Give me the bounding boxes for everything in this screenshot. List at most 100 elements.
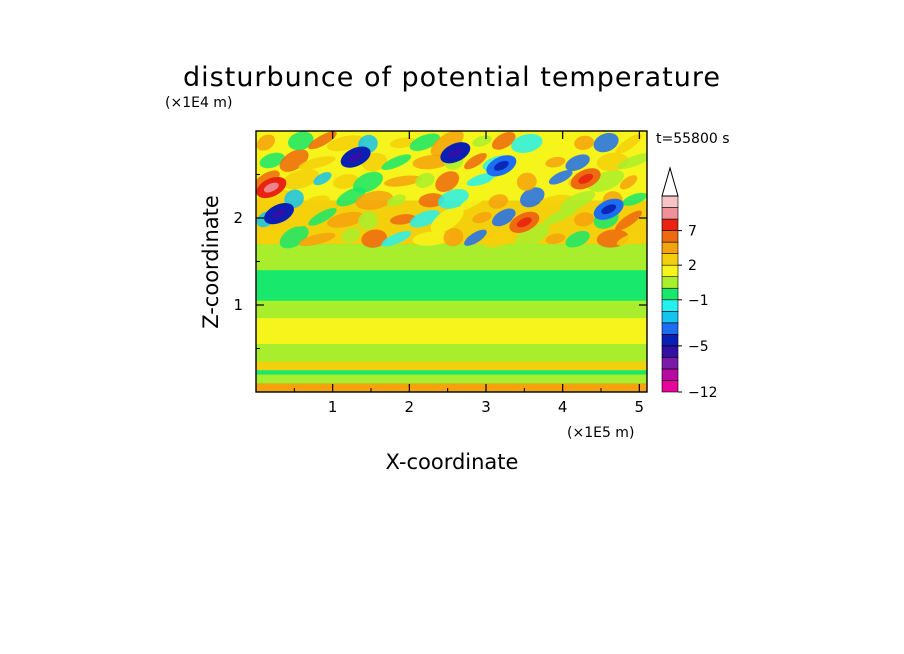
feature-core [516, 217, 532, 228]
plot-area [256, 131, 647, 392]
colorbar-swatch [661, 368, 679, 381]
wave-cell [514, 223, 550, 248]
wave-cell [486, 167, 521, 191]
wave-cell [298, 156, 336, 170]
value-band [256, 361, 647, 371]
wave-cell [516, 172, 537, 191]
wave-cell [361, 229, 388, 248]
chart-title: disturbunce of potential temperature [183, 62, 721, 93]
colorbar-label: −5 [688, 339, 709, 355]
wave-cell [574, 212, 594, 227]
bands-layer [256, 131, 647, 392]
wave-cell [409, 133, 440, 151]
wave-cell [256, 134, 276, 151]
value-band [256, 383, 647, 392]
colorbar-swatch [661, 276, 679, 289]
wave-cell [284, 189, 304, 209]
feature-core [271, 208, 287, 219]
colorbar-swatch [661, 287, 679, 301]
wave-cell [616, 229, 647, 246]
wave-cell [384, 175, 422, 187]
colorbar-swatch [661, 380, 679, 393]
wave-cell [430, 206, 464, 233]
wave-cell [543, 206, 578, 226]
feature-core [263, 182, 279, 193]
feature-core [348, 152, 364, 163]
wave-cell [304, 195, 330, 207]
wave-cell [381, 154, 412, 170]
wave-cell [616, 152, 647, 170]
colorbar-swatch [661, 195, 679, 208]
x-tick-label: 1 [328, 398, 338, 416]
time-label: t=55800 s [656, 131, 730, 147]
feature-core [447, 147, 463, 158]
colorbar-swatch [661, 322, 679, 335]
wave-cell [389, 214, 416, 225]
colorbar-swatch [661, 230, 679, 243]
wave-cell [282, 169, 320, 190]
wave-cell [615, 134, 643, 155]
wave-cell [472, 212, 492, 224]
wave-cell [565, 154, 590, 171]
wave-cell [435, 171, 460, 193]
wave-cell [545, 156, 566, 168]
value-band [256, 344, 647, 362]
wave-cell [488, 194, 509, 209]
wave-cell [332, 174, 359, 189]
wave-cell [409, 210, 440, 228]
colorbar-label: 7 [688, 224, 697, 240]
x-tick-label: 4 [558, 398, 568, 416]
colorbar-swatch [661, 253, 679, 266]
wave-cell [619, 175, 638, 190]
wave-cell [415, 173, 435, 188]
colorbar-swatch [661, 218, 679, 231]
wave-cell [545, 233, 566, 245]
value-band [256, 318, 647, 345]
wave-cell [548, 170, 573, 185]
x-tick-label: 3 [481, 398, 491, 416]
x-ticks: 1 2 3 4 5 [293, 131, 644, 416]
colorbar-swatch [661, 299, 679, 312]
wave-cell [511, 133, 543, 153]
wave-cell [313, 172, 332, 186]
wave-cell [298, 232, 336, 247]
wave-cell [466, 172, 498, 187]
wave-cell [355, 190, 394, 210]
colorbar-swatch [661, 264, 679, 278]
wave-cell [565, 230, 590, 248]
colorbar-swatch [661, 207, 679, 220]
colorbar-swatch [661, 357, 679, 370]
wave-cell [615, 210, 643, 231]
wave-cell [519, 187, 545, 208]
colorbar-swatch [661, 345, 679, 358]
wave-cell [308, 207, 337, 226]
wave-cell [288, 208, 314, 227]
wave-cell [593, 132, 619, 153]
wave-cell [560, 190, 596, 211]
wave-cell [326, 211, 365, 228]
wave-cell [492, 208, 516, 227]
y-ticks: 12 [233, 174, 647, 349]
wave-cell [412, 231, 451, 246]
x-tick-label: 2 [405, 398, 415, 416]
wave-cell [259, 229, 285, 245]
y-tick-label: 1 [233, 296, 243, 314]
wave-cell [358, 211, 378, 230]
wave-cell [341, 227, 361, 243]
wave-cell [492, 131, 516, 150]
colorbar: 7 2 −1 −5 −12 [661, 166, 718, 401]
wave-cell [381, 230, 412, 247]
wave-cell [389, 137, 416, 149]
x-unit-label: (×1E5 m) [567, 425, 634, 441]
wave-cell [514, 147, 550, 171]
wave-cell [459, 188, 492, 211]
wave-cell [464, 229, 487, 246]
wave-cell [430, 131, 464, 157]
feature-core [493, 160, 509, 171]
wave-cell [543, 131, 578, 149]
y-axis-label: Z-coordinate [199, 195, 223, 329]
colorbar-label: 2 [688, 258, 697, 274]
wave-cell [256, 189, 291, 208]
wave-cell [352, 171, 383, 193]
